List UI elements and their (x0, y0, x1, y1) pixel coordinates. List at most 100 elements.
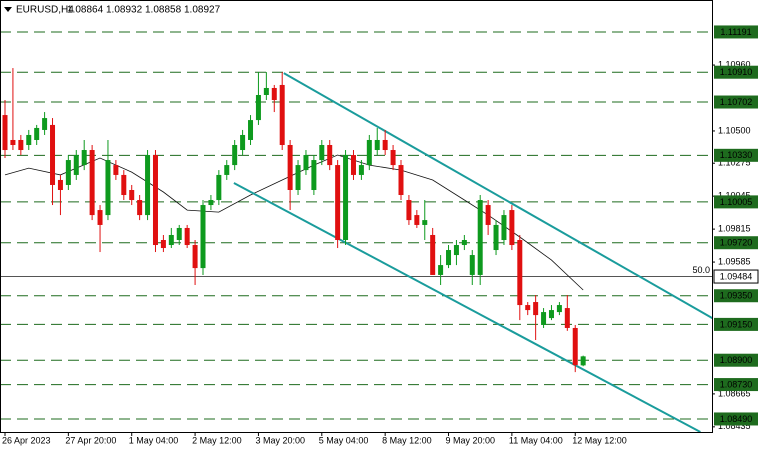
level-label-box (714, 289, 758, 303)
candle-body (184, 227, 190, 246)
candle-body (414, 215, 420, 225)
candle-body (469, 255, 475, 275)
candle-body (390, 150, 396, 166)
candle-body (509, 210, 515, 246)
candle-body (422, 220, 428, 225)
candle-body (152, 155, 158, 246)
candle-body (533, 302, 539, 316)
candle-body (255, 94, 261, 121)
level-label-box (714, 412, 758, 426)
candle-body (216, 174, 222, 201)
candle-body (240, 134, 246, 151)
header-close: 1.08927 (184, 5, 221, 16)
candle-body (42, 118, 48, 130)
candle-body (200, 205, 206, 269)
channel-line (233, 182, 701, 433)
y-tick-label: 1.09585 (718, 256, 751, 266)
x-tick-label: 12 May 12:00 (572, 435, 627, 445)
candle-body (327, 145, 333, 166)
candle-body (438, 265, 444, 275)
plot-frame (0, 0, 713, 433)
channel-line (283, 72, 713, 319)
level-label-box (714, 195, 758, 209)
level-label: 1.10005 (720, 197, 753, 207)
candle-body (224, 165, 230, 175)
level-label: 1.09720 (720, 238, 753, 248)
x-tick-label: 9 May 20:00 (446, 435, 496, 445)
candle-body (208, 200, 214, 206)
candle-body (311, 160, 317, 190)
candle-body (271, 87, 277, 101)
candle-body (343, 155, 349, 240)
candle-body (477, 200, 483, 275)
candle-body (406, 200, 412, 221)
level-label-box (714, 317, 758, 331)
candle-body (564, 308, 570, 328)
candle-body (501, 215, 507, 240)
level-label: 1.08490 (720, 414, 753, 424)
y-tick-label: 1.08665 (718, 388, 751, 398)
level-label-box (714, 25, 758, 39)
candle-body (57, 179, 63, 190)
menu-icon (4, 7, 12, 12)
candle-body (446, 250, 452, 266)
level-label-box (714, 95, 758, 109)
y-tick-label: 1.10500 (718, 125, 751, 135)
candle-body (129, 189, 135, 201)
candle-body (335, 165, 341, 240)
fib-label: 1.09484 (720, 271, 753, 281)
candle-body (493, 224, 499, 251)
level-label: 1.09350 (720, 291, 753, 301)
candle-body (73, 155, 79, 175)
candle-body (160, 240, 166, 249)
candle-body (485, 205, 491, 225)
level-label: 1.09150 (720, 319, 753, 329)
candle-body (232, 145, 238, 166)
candle-body (525, 305, 531, 311)
candle-body (145, 155, 151, 216)
level-label: 1.10330 (720, 150, 753, 160)
candle-body (398, 165, 404, 196)
candle-body (65, 160, 71, 185)
candle-body (541, 312, 547, 325)
y-tick-label: 1.10960 (718, 59, 751, 69)
candle-body (461, 240, 467, 246)
candle-body (319, 145, 325, 161)
candle-body (34, 127, 40, 140)
chart-title: EURUSD,H4 (16, 5, 74, 16)
candle-body (97, 210, 103, 225)
header-low: 1.08858 (145, 5, 182, 16)
level-label: 1.10702 (720, 97, 753, 107)
x-tick-label: 5 May 04:00 (319, 435, 369, 445)
level-label-box (714, 236, 758, 250)
candle-body (168, 234, 174, 246)
x-tick-label: 1 May 04:00 (129, 435, 179, 445)
candle-body (374, 139, 380, 151)
candle-body (263, 87, 269, 95)
x-tick-label: 11 May 04:00 (509, 435, 563, 445)
candle-body (192, 245, 198, 269)
candle-body (105, 160, 111, 216)
x-tick-label: 26 Apr 2023 (2, 435, 51, 445)
candle-body (358, 165, 364, 175)
x-tick-label: 2 May 12:00 (192, 435, 242, 445)
candle-body (2, 115, 8, 151)
fib-level: 50.0 (692, 265, 710, 275)
candle-body (121, 174, 127, 196)
plot-area (0, 31, 713, 433)
y-tick-label: 1.09815 (718, 223, 751, 233)
candle-body (548, 310, 554, 319)
level-label-box (714, 378, 758, 392)
candle-body (295, 165, 301, 190)
y-tick-label: 1.08435 (718, 421, 751, 431)
candle-body (50, 124, 56, 185)
candle-body (572, 327, 578, 366)
level-label: 1.08900 (720, 355, 753, 365)
candle-body (26, 134, 32, 146)
candle-body (248, 120, 254, 140)
candle-body (89, 150, 95, 216)
candle-body (453, 245, 459, 256)
fib-label-box (713, 269, 759, 284)
